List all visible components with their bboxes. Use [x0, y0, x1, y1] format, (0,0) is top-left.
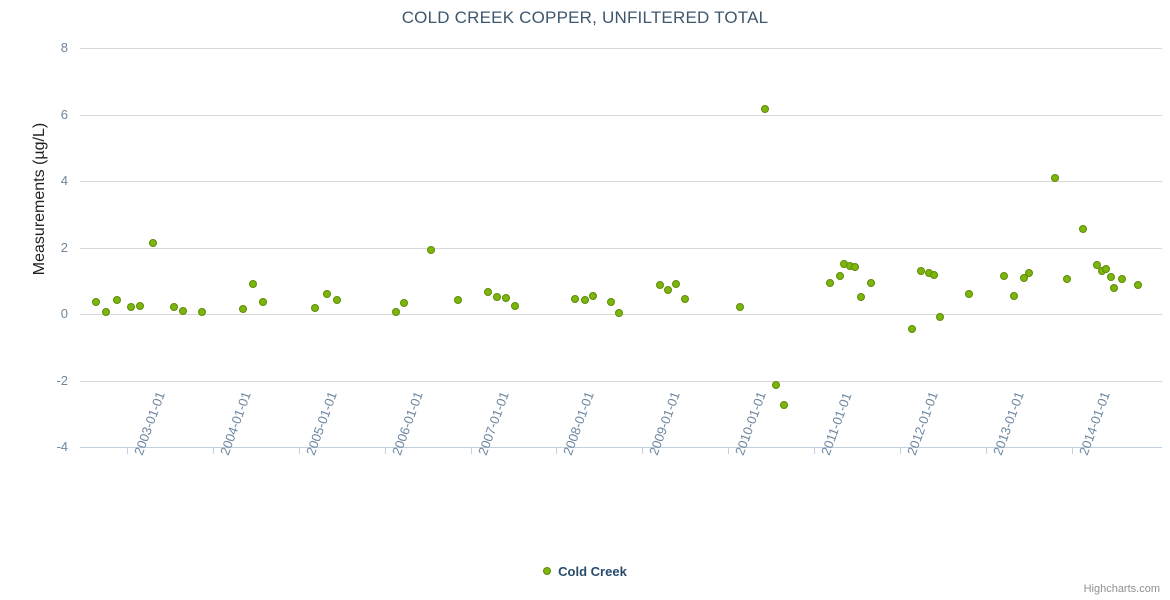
data-point[interactable]: [127, 303, 136, 312]
data-point[interactable]: [178, 306, 187, 315]
data-point[interactable]: [239, 305, 248, 313]
chart-title: COLD CREEK COPPER, UNFILTERED TOTAL: [401, 8, 769, 27]
y-tick-label: 8: [60, 40, 68, 55]
data-point[interactable]: [936, 313, 945, 322]
gridline: [80, 114, 1162, 116]
y-tick-label: -2: [56, 372, 68, 388]
plot-area: [80, 48, 1162, 448]
data-point[interactable]: [1093, 260, 1102, 269]
data-point[interactable]: [1106, 272, 1115, 281]
data-point[interactable]: [1110, 284, 1119, 293]
data-point[interactable]: [91, 298, 100, 307]
data-point[interactable]: [1079, 225, 1088, 234]
data-point[interactable]: [835, 271, 844, 280]
y-axis-title: Measurements (µg/L): [31, 122, 48, 276]
data-point[interactable]: [735, 303, 744, 312]
chart-legend[interactable]: Cold Creek: [0, 563, 1170, 579]
data-point[interactable]: [929, 270, 938, 279]
x-tick-mark: [470, 447, 472, 454]
y-tick-label: 2: [60, 239, 68, 255]
x-tick-mark: [985, 447, 987, 454]
y-tick-label: 6: [60, 106, 68, 122]
data-point[interactable]: [580, 296, 589, 305]
data-point[interactable]: [851, 262, 860, 271]
data-point[interactable]: [680, 295, 689, 304]
data-point[interactable]: [310, 304, 319, 312]
data-point[interactable]: [483, 287, 492, 296]
y-tick-label: 0: [60, 306, 68, 321]
data-point[interactable]: [1050, 174, 1059, 183]
data-point[interactable]: [1010, 291, 1019, 300]
data-point[interactable]: [1000, 271, 1009, 280]
data-point[interactable]: [493, 293, 502, 302]
data-point[interactable]: [779, 401, 788, 410]
data-point[interactable]: [400, 299, 409, 308]
data-point[interactable]: [1101, 265, 1110, 274]
data-point[interactable]: [826, 279, 835, 288]
data-point[interactable]: [1019, 274, 1028, 283]
credits-label[interactable]: Highcharts.com: [1083, 583, 1160, 595]
y-tick-label: 4: [60, 173, 68, 188]
data-point[interactable]: [1025, 269, 1034, 278]
gridline: [80, 380, 1162, 382]
data-point[interactable]: [426, 246, 435, 255]
data-point[interactable]: [323, 290, 332, 299]
x-tick-mark: [642, 447, 644, 454]
data-point[interactable]: [964, 290, 973, 299]
legend-item-label[interactable]: Cold Creek: [558, 564, 627, 580]
data-point[interactable]: [332, 296, 341, 305]
data-point[interactable]: [867, 279, 876, 288]
data-point[interactable]: [392, 307, 401, 316]
data-point[interactable]: [655, 280, 664, 289]
y-tick-label: -4: [56, 439, 68, 454]
data-point[interactable]: [135, 301, 144, 310]
data-point[interactable]: [258, 298, 267, 307]
gridline: [80, 247, 1162, 249]
data-point[interactable]: [249, 280, 258, 289]
data-point[interactable]: [672, 280, 681, 289]
x-tick-mark: [298, 447, 300, 454]
data-point[interactable]: [760, 104, 769, 113]
data-point[interactable]: [772, 381, 781, 390]
data-point[interactable]: [589, 291, 598, 300]
x-tick-mark: [899, 447, 901, 454]
data-point[interactable]: [197, 308, 206, 317]
x-axis-line: [80, 447, 1162, 448]
data-point[interactable]: [1062, 275, 1071, 284]
data-point[interactable]: [1117, 275, 1126, 284]
gridline: [80, 181, 1162, 182]
data-point[interactable]: [1134, 280, 1143, 289]
x-tick-mark: [212, 447, 214, 454]
data-point[interactable]: [113, 296, 122, 305]
data-point[interactable]: [570, 295, 579, 304]
gridline: [80, 48, 1162, 49]
x-tick-mark: [127, 447, 129, 454]
data-point[interactable]: [907, 324, 916, 333]
data-point[interactable]: [511, 301, 520, 310]
data-point[interactable]: [102, 308, 111, 317]
data-point[interactable]: [664, 286, 673, 295]
data-point[interactable]: [170, 302, 179, 311]
x-tick-mark: [556, 447, 558, 454]
data-point[interactable]: [454, 296, 463, 305]
data-point[interactable]: [502, 294, 511, 303]
x-tick-mark: [728, 447, 730, 454]
x-tick-mark: [814, 447, 816, 454]
x-tick-mark: [1071, 447, 1073, 454]
legend-marker-icon: [543, 566, 552, 575]
data-point[interactable]: [615, 309, 624, 317]
data-point[interactable]: [917, 267, 926, 276]
data-point[interactable]: [606, 298, 615, 307]
data-point[interactable]: [148, 238, 157, 247]
data-point[interactable]: [857, 292, 866, 301]
x-tick-mark: [384, 447, 386, 454]
